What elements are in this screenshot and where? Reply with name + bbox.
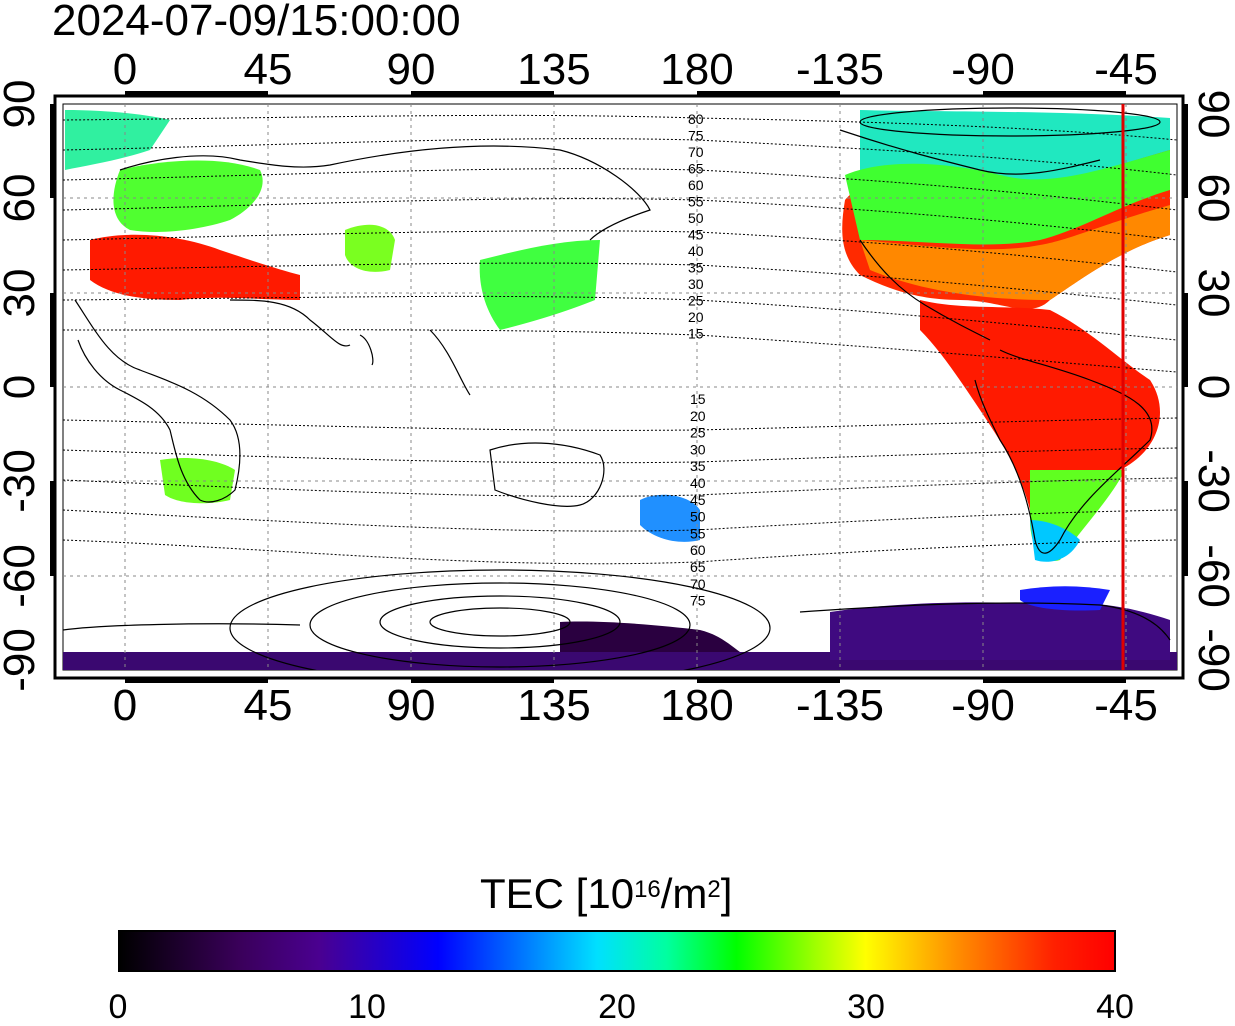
lat-tick-right: -30 [1189, 449, 1235, 513]
magnetic-pole-contours [229, 107, 1161, 670]
lon-tick-top: 90 [386, 45, 436, 94]
colorbar-tick: 0 [108, 988, 128, 1026]
lon-tick-bottom: -45 [1094, 681, 1158, 730]
contour-label: 70 [688, 144, 704, 160]
contour-label: 35 [688, 260, 704, 276]
lat-tick-right: 30 [1189, 268, 1235, 318]
lat-tick-left: 30 [0, 268, 44, 318]
grid-lines [63, 104, 1177, 670]
contour-label: 65 [688, 161, 704, 177]
lat-tick-left: -60 [0, 544, 44, 608]
contour-label: 60 [690, 542, 706, 558]
lon-tick-bottom: 135 [517, 681, 591, 730]
lat-tick-right: -90 [1189, 628, 1235, 692]
tick-bars [50, 91, 1188, 683]
contour-label: 30 [690, 441, 706, 457]
contour-label: 20 [690, 408, 706, 424]
colorbar-title-exponent: 16 [634, 876, 661, 903]
contour-label: 70 [690, 576, 706, 592]
contour-label: 75 [688, 128, 704, 144]
lat-tick-left: 90 [0, 79, 44, 129]
lon-tick-bottom: 180 [660, 681, 734, 730]
contour-label: 30 [688, 276, 704, 292]
tec-data-regions [63, 110, 1177, 670]
lat-tick-right: 0 [1189, 374, 1235, 400]
lat-tick-right: 90 [1189, 89, 1235, 139]
lon-tick-top: 180 [660, 45, 734, 94]
contour-label: 20 [688, 309, 704, 325]
colorbar-tick: 20 [598, 988, 636, 1026]
contour-label: 25 [690, 425, 706, 441]
lat-tick-left: -30 [0, 449, 44, 513]
lat-tick-left: -90 [0, 628, 44, 692]
lon-tick-top: -90 [951, 45, 1015, 94]
contour-label: 45 [690, 492, 706, 508]
contour-label: 50 [688, 210, 704, 226]
contour-label: 15 [690, 391, 706, 407]
tec-region-east-asia [479, 240, 600, 330]
contour-label: 45 [688, 227, 704, 243]
colorbar [118, 930, 1116, 972]
colorbar-title: TEC [1016/m2] [480, 870, 732, 918]
colorbar-tick: 30 [847, 988, 885, 1026]
tec-region-europe [90, 234, 300, 300]
contour-label: 40 [690, 475, 706, 491]
contour-label: 15 [688, 326, 704, 342]
magnetic-contours [63, 114, 1177, 565]
lat-tick-right: -60 [1189, 544, 1235, 608]
lon-tick-bottom: -135 [795, 681, 885, 730]
lon-tick-top: 135 [517, 45, 591, 94]
contour-label: 60 [688, 177, 704, 193]
contour-label: 55 [690, 525, 706, 541]
contour-label: 80 [688, 111, 704, 127]
lon-tick-top: -135 [795, 45, 885, 94]
contour-label: 55 [688, 194, 704, 210]
lon-tick-bottom: 0 [112, 681, 138, 730]
lat-tick-left: 0 [0, 375, 44, 399]
contour-label: 50 [690, 509, 706, 525]
colorbar-title-unit: /m [660, 870, 708, 917]
coastlines [63, 129, 1171, 641]
lon-tick-top: 45 [243, 45, 293, 94]
lon-tick-bottom: 45 [243, 681, 293, 730]
lon-tick-bottom: -90 [951, 681, 1015, 730]
colorbar-tick: 10 [348, 988, 386, 1026]
lon-tick-bottom: 90 [386, 681, 436, 730]
contour-label: 40 [688, 243, 704, 259]
contour-label: 65 [690, 559, 706, 575]
colorbar-title-exponent-2: 2 [707, 876, 721, 903]
colorbar-tick: 40 [1096, 988, 1134, 1026]
lon-tick-top: 0 [112, 45, 138, 94]
contour-label: 35 [690, 458, 706, 474]
colorbar-title-suffix: ] [720, 870, 733, 917]
lat-tick-right: 60 [1189, 173, 1235, 223]
lat-tick-left: 60 [0, 173, 44, 223]
contour-label: 75 [690, 593, 706, 609]
map-title: 2024-07-09/15:00:00 [52, 0, 461, 45]
contour-label: 25 [688, 293, 704, 309]
colorbar-title-prefix: TEC [10 [480, 870, 635, 917]
lon-tick-top: -45 [1094, 45, 1158, 94]
